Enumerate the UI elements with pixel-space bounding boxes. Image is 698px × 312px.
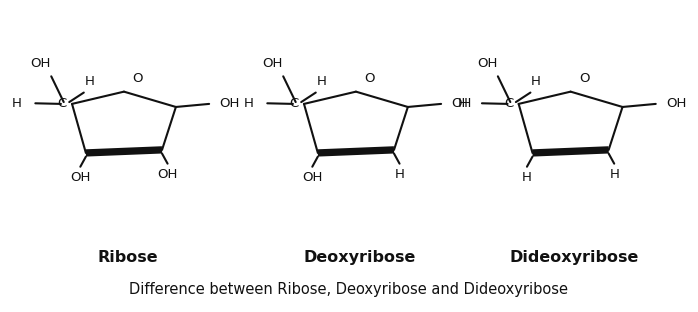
- Text: OH: OH: [477, 57, 498, 70]
- Text: OH: OH: [302, 171, 322, 184]
- Text: OH: OH: [262, 57, 283, 70]
- Text: H: H: [394, 168, 404, 181]
- Text: OH: OH: [219, 97, 240, 110]
- Text: C: C: [504, 97, 513, 110]
- Text: OH: OH: [157, 168, 178, 181]
- Text: O: O: [364, 72, 375, 85]
- Text: H: H: [316, 75, 326, 88]
- Text: OH: OH: [666, 97, 687, 110]
- Text: O: O: [579, 72, 590, 85]
- Text: Difference between Ribose, Deoxyribose and Dideoxyribose: Difference between Ribose, Deoxyribose a…: [130, 282, 568, 297]
- Text: OH: OH: [452, 97, 472, 110]
- Text: H: H: [522, 171, 532, 184]
- Text: H: H: [531, 75, 541, 88]
- Text: H: H: [12, 97, 22, 110]
- Text: H: H: [458, 97, 468, 110]
- Text: OH: OH: [31, 57, 51, 70]
- Text: H: H: [244, 97, 253, 110]
- Text: Dideoxyribose: Dideoxyribose: [510, 250, 639, 265]
- Text: H: H: [84, 75, 94, 88]
- Text: H: H: [609, 168, 619, 181]
- Text: Deoxyribose: Deoxyribose: [303, 250, 415, 265]
- Text: Ribose: Ribose: [97, 250, 158, 265]
- Text: C: C: [57, 97, 66, 110]
- Text: OH: OH: [70, 171, 91, 184]
- Text: C: C: [289, 97, 299, 110]
- Text: O: O: [133, 72, 143, 85]
